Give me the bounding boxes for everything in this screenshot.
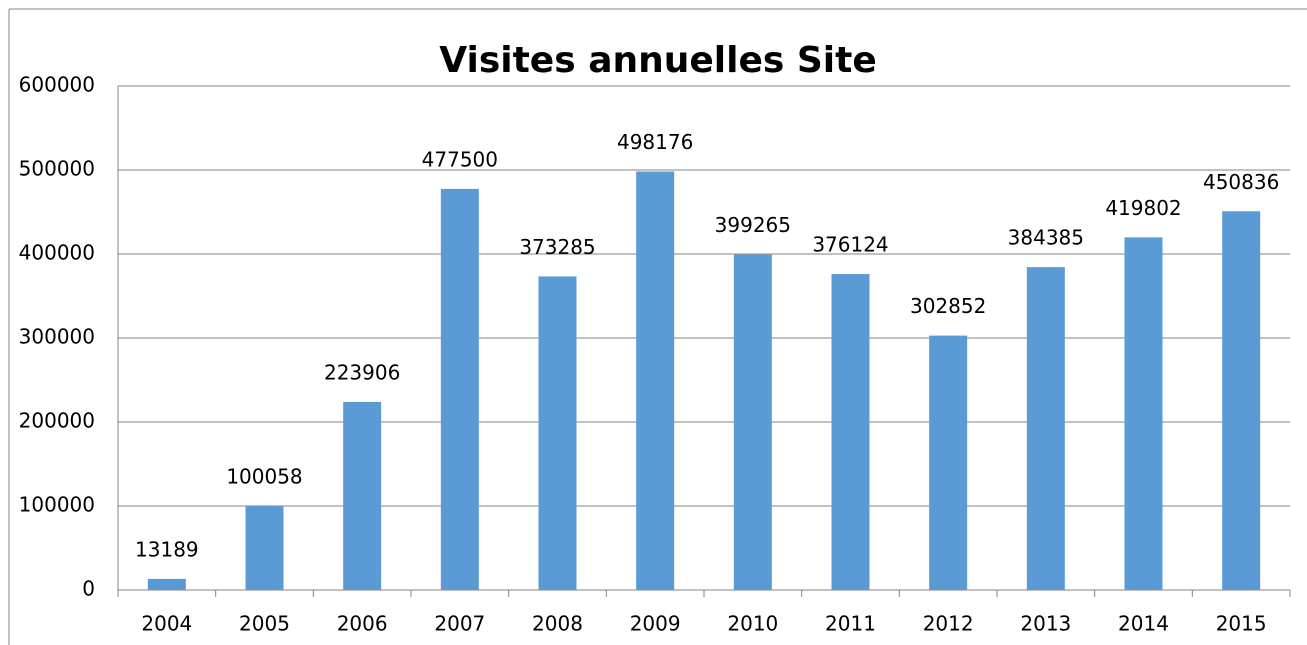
data-label: 498176 (617, 130, 693, 154)
bar (1026, 267, 1065, 590)
bar (245, 505, 284, 590)
data-label: 450836 (1203, 170, 1279, 194)
bar (343, 401, 382, 590)
y-tick-label: 300000 (19, 325, 95, 349)
bar (929, 335, 968, 590)
data-label: 100058 (226, 464, 302, 488)
data-label: 13189 (135, 537, 199, 561)
x-tick-label: 2005 (239, 612, 290, 636)
bar (636, 171, 675, 590)
x-tick-label: 2008 (532, 612, 583, 636)
y-tick-label: 0 (82, 577, 95, 601)
data-label: 302852 (910, 294, 986, 318)
data-label: 223906 (324, 360, 400, 384)
data-label: 373285 (519, 235, 595, 259)
x-tick-label: 2009 (630, 612, 681, 636)
bar (1222, 211, 1261, 590)
y-tick-label: 600000 (19, 73, 95, 97)
x-tick-label: 2012 (923, 612, 974, 636)
x-tick-label: 2013 (1020, 612, 1071, 636)
bar (831, 274, 870, 590)
x-tick-label: 2015 (1216, 612, 1267, 636)
data-label: 399265 (715, 213, 791, 237)
x-tick-label: 2011 (825, 612, 876, 636)
y-tick-label: 100000 (19, 493, 95, 517)
bar (538, 276, 577, 590)
x-tick-label: 2006 (337, 612, 388, 636)
bar (147, 578, 186, 590)
x-tick-label: 2007 (434, 612, 485, 636)
bar (1124, 237, 1163, 590)
data-label: 477500 (422, 147, 498, 171)
data-label: 376124 (812, 233, 888, 257)
y-tick-label: 500000 (19, 157, 95, 181)
x-tick-label: 2004 (141, 612, 192, 636)
data-label: 419802 (1105, 196, 1181, 220)
y-tick-label: 200000 (19, 409, 95, 433)
data-label: 384385 (1008, 226, 1084, 250)
chart-title: Visites annuelles Site (439, 40, 876, 81)
bar (733, 254, 772, 590)
x-tick-label: 2014 (1118, 612, 1169, 636)
y-tick-label: 400000 (19, 241, 95, 265)
bar (440, 188, 479, 590)
x-tick-label: 2010 (727, 612, 778, 636)
